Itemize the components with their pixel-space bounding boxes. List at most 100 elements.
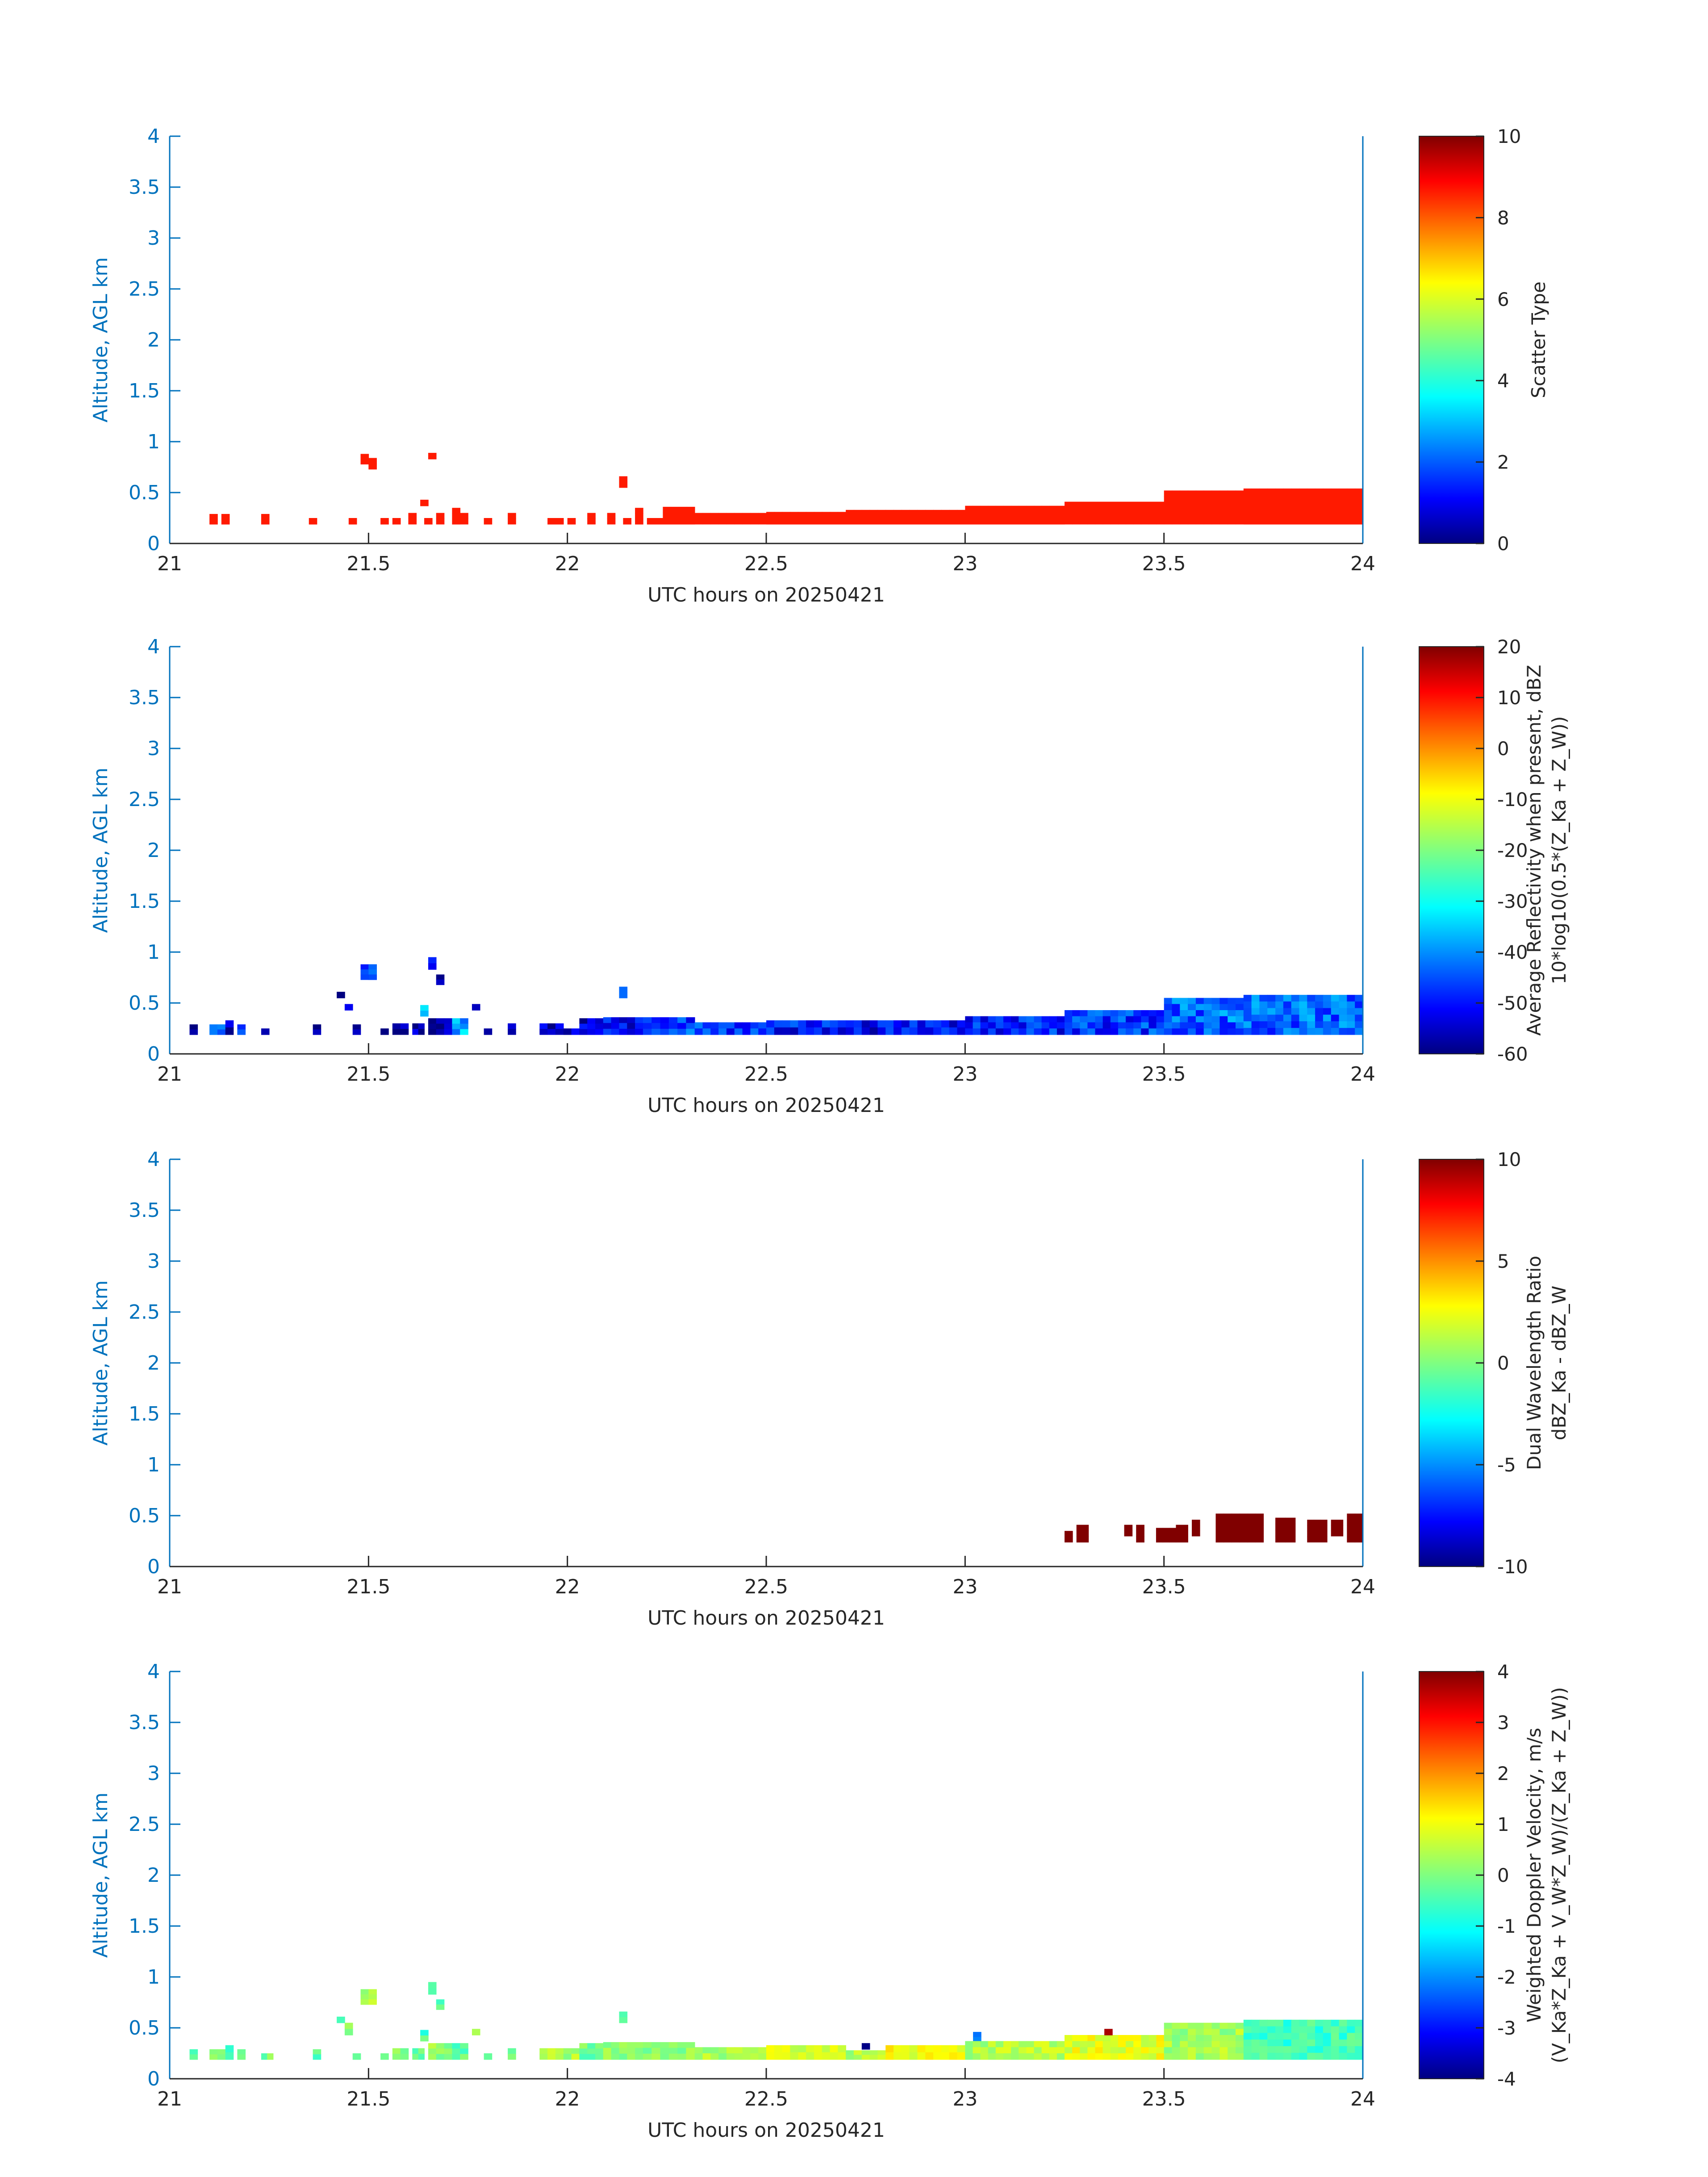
heatmap-cell xyxy=(1347,994,1355,1002)
heatmap-cell xyxy=(668,2042,678,2048)
colorbar-tick-label: 5 xyxy=(1497,1250,1509,1272)
heatmap-cell xyxy=(1283,1008,1292,1015)
heatmap-cell xyxy=(1180,1010,1188,1017)
heatmap-cell xyxy=(1180,2029,1188,2035)
heatmap-cell xyxy=(718,1022,727,1029)
heatmap-cell xyxy=(1355,1008,1363,1015)
heatmap-cell xyxy=(1080,2041,1088,2048)
heatmap-cell xyxy=(1347,1519,1355,1525)
y-tick-label: 0 xyxy=(147,532,160,555)
heatmap-cell xyxy=(1164,1028,1173,1035)
heatmap-cell xyxy=(1331,494,1340,501)
heatmap-cell xyxy=(1026,2047,1035,2054)
heatmap-cell xyxy=(452,508,460,514)
heatmap-cell xyxy=(1065,2035,1073,2042)
heatmap-cell xyxy=(1176,1530,1188,1537)
heatmap-cell xyxy=(1228,513,1236,519)
heatmap-cell xyxy=(428,1018,437,1024)
colorbar-ticks: -10 -5 0 5 10 xyxy=(1476,1149,1528,1578)
heatmap-cell xyxy=(1275,506,1284,513)
heatmap-cell xyxy=(980,1016,989,1023)
heatmap-cell xyxy=(1118,501,1126,508)
heatmap-cell xyxy=(679,506,687,513)
heatmap-cell xyxy=(1347,506,1355,513)
heatmap-cell xyxy=(619,2047,628,2054)
heatmap-cell xyxy=(1211,496,1220,502)
heatmap-cell xyxy=(635,2053,643,2060)
heatmap-cell xyxy=(1291,1001,1300,1009)
heatmap-cell xyxy=(1347,2052,1355,2060)
heatmap-cell xyxy=(539,2054,548,2060)
heatmap-cell xyxy=(651,2047,661,2054)
colorbar-tick-label: -20 xyxy=(1497,840,1528,861)
heatmap-cell xyxy=(894,1020,902,1028)
heatmap-cell xyxy=(360,1989,369,1995)
heatmap-cell xyxy=(1323,2019,1332,2027)
heatmap-cell xyxy=(1236,507,1244,514)
heatmap-cell xyxy=(1243,994,1252,1002)
heatmap-cell xyxy=(1331,1028,1340,1035)
heatmap-cell xyxy=(1347,512,1355,519)
heatmap-cell xyxy=(1339,2052,1348,2060)
heatmap-cell xyxy=(1148,507,1157,514)
heatmap-cell xyxy=(1011,2047,1019,2054)
heatmap-cell xyxy=(995,1028,1004,1035)
heatmap-cell xyxy=(1219,2053,1228,2060)
heatmap-cell xyxy=(360,1999,369,2005)
heatmap-cell xyxy=(846,2055,854,2060)
heatmap-cell xyxy=(1141,1022,1149,1029)
heatmap-cell xyxy=(217,1024,226,1030)
heatmap-cell xyxy=(1133,518,1142,525)
heatmap-cell xyxy=(758,2047,767,2054)
heatmap-cell xyxy=(1072,501,1080,508)
heatmap-cell xyxy=(1228,1028,1236,1035)
heatmap-cell xyxy=(1315,488,1324,495)
heatmap-cell xyxy=(782,2045,791,2053)
heatmap-cell xyxy=(1095,501,1103,508)
heatmap-cell xyxy=(1192,1530,1200,1537)
heatmap-cell xyxy=(1141,1016,1149,1023)
heatmap-cell xyxy=(965,1016,973,1023)
heatmap-cell xyxy=(1041,506,1050,513)
heatmap-cell xyxy=(838,1027,846,1035)
heatmap-cell xyxy=(1236,1022,1244,1029)
x-tick-label: 22.5 xyxy=(744,552,788,575)
panel-reflectivity: 00.511.522.533.54 21 21.5 22 22.5 23 23.5 24 A… xyxy=(89,635,1570,1117)
heatmap-cell xyxy=(941,1027,950,1035)
heatmap-cell xyxy=(1065,518,1073,525)
heatmap-cell xyxy=(1019,2041,1027,2048)
heatmap-cells xyxy=(1065,1513,1363,1543)
heatmap-cell xyxy=(1236,2041,1244,2048)
heatmap-cell xyxy=(1164,1016,1173,1023)
heatmap-cell xyxy=(547,1029,556,1035)
heatmap-cell xyxy=(1118,2035,1126,2042)
heatmap-cell xyxy=(611,2042,620,2048)
heatmap-cell xyxy=(660,2053,669,2060)
heatmap-cell xyxy=(209,2049,218,2055)
y-tick-label: 0.5 xyxy=(129,1504,160,1527)
heatmap-cell xyxy=(702,2047,711,2054)
heatmap-cell xyxy=(368,964,377,970)
heatmap-cell xyxy=(587,1024,596,1030)
heatmap-cell xyxy=(1141,518,1149,525)
heatmap-cell xyxy=(1228,2035,1236,2042)
heatmap-cell xyxy=(484,2053,493,2060)
heatmap-cell xyxy=(1219,507,1228,514)
heatmap-cell xyxy=(1285,1517,1296,1525)
colorbar-tick-label: 2 xyxy=(1497,451,1509,473)
heatmap-cell xyxy=(790,518,798,525)
heatmap-cell xyxy=(1251,1028,1260,1035)
heatmap-cell xyxy=(261,514,270,520)
heatmap-cell xyxy=(217,1029,226,1035)
heatmap-cell xyxy=(1156,507,1165,514)
heatmap-cell xyxy=(1355,1530,1363,1537)
heatmap-cell xyxy=(957,510,966,518)
heatmap-cell xyxy=(619,2042,628,2048)
heatmap-cell xyxy=(758,518,767,525)
heatmap-cell xyxy=(1118,1016,1126,1023)
heatmap-cell xyxy=(1307,1531,1314,1537)
heatmap-cell xyxy=(941,2045,950,2053)
heatmap-cell xyxy=(1057,2053,1065,2060)
heatmap-cell xyxy=(380,2053,389,2060)
heatmap-cell xyxy=(1102,2053,1111,2060)
